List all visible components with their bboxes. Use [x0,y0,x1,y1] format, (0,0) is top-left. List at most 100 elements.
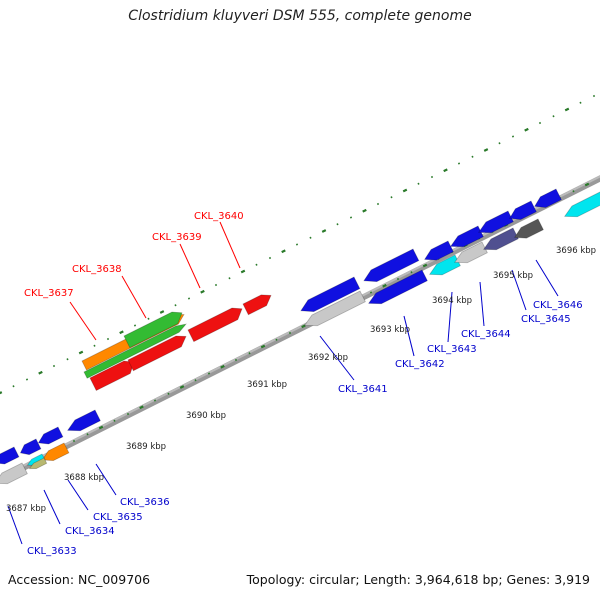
gene-arrow-reverse [303,290,366,327]
kbp-label: 3690 kbp [186,411,226,421]
kbp-label: 3692 kbp [308,353,348,363]
tick-mark-inner [153,399,157,402]
tick-mark-outer [119,330,124,335]
tick-mark-outer [52,364,56,368]
gene-arrow-reverse [0,446,20,465]
gene-label-reverse: CKL_3645 [521,314,571,325]
tick-mark-outer [93,344,96,347]
leader-line [447,291,453,343]
tick-mark-outer [309,236,312,239]
gene-arrow-reverse [0,462,28,485]
tick-mark-inner [584,182,590,187]
kbp-label: 3693 kbp [370,325,410,335]
tick-mark-inner [139,405,144,410]
gene-arrow-reverse [363,248,420,283]
leader-line [511,269,527,311]
gene-label-forward: CKL_3639 [152,232,202,243]
tick-mark-outer [147,317,150,320]
label-leader-lines [7,221,559,545]
gene-label-reverse: CKL_3635 [93,512,143,523]
tick-mark-outer [402,188,408,193]
map-title: Clostridium kluyveri DSM 555, complete g… [128,8,472,24]
tick-mark-outer [174,304,177,307]
tick-mark-outer [66,358,69,361]
gene-arrow-forward [83,323,188,379]
tick-mark-outer [552,115,555,118]
tick-mark-outer [349,216,353,219]
tick-mark-outer [498,142,501,145]
gene-arrow-reverse [28,457,48,470]
tick-mark-inner [86,433,89,436]
tick-mark-inner [382,283,387,288]
gene-arrow-forward [123,311,183,349]
gene-arrow-reverse [367,269,428,305]
kbp-labels: 3687 kbp 3688 kbp 3689 kbp 3690 kbp 3691 kbp… [6,246,596,514]
gene-label-reverse: CKL_3634 [65,526,115,537]
tick-mark-inner [410,271,413,274]
tick-mark-outer [240,269,246,274]
gene-arrow-reverse [41,442,70,462]
gene-arrow-reverse [423,240,454,261]
tick-mark-inner [194,379,197,382]
tick-mark-outer [25,378,29,381]
gene-arrow-reverse [563,191,600,218]
tick-mark-outer [255,263,258,266]
tick-mark-outer [457,162,461,165]
tick-mark-outer [12,385,15,388]
leader-line [67,479,89,511]
tick-mark-inner [248,352,251,355]
gene-arrow-reverse [477,210,514,234]
tick-mark-outer [0,391,3,395]
gene-arrow-reverse [449,225,484,248]
tick-mark-inner [422,263,428,268]
tick-mark-outer [78,350,84,355]
gene-label-reverse: CKL_3644 [461,329,511,340]
gene-label-forward: CKL_3637 [24,288,74,299]
gene-arrow-reverse [300,276,361,313]
tick-mark-outer [214,283,218,287]
gene-label-forward: CKL_3640 [194,211,244,222]
tick-mark-outer [483,148,489,152]
leader-line [7,505,23,545]
tick-mark-outer [321,229,327,233]
tick-mark-outer [511,135,515,138]
tick-mark-outer [471,155,474,158]
gene-label-reverse: CKL_3641 [338,384,388,395]
tick-mark-outer [430,175,434,179]
tick-mark-outer [133,324,137,327]
tick-mark-inner [126,412,130,416]
tick-mark-inner [234,358,238,362]
tick-mark-inner [288,331,292,335]
gene-arrow-reverse [19,438,42,456]
tick-mark-outer [538,121,542,125]
tick-mark-outer [187,297,191,300]
tick-mark-outer [336,223,339,226]
tick-mark-inner [207,372,211,375]
tick-mark-outer [564,107,570,112]
tick-mark-outer [38,370,43,375]
gene-arrow-reverse [482,227,519,251]
tick-mark-inner [572,190,575,193]
tick-mark-inner [179,385,185,389]
tick-mark-inner [98,425,104,430]
gene-label-reverse: CKL_3642 [395,359,445,370]
tick-mark-outer [200,289,205,294]
tick-mark-outer [295,243,299,246]
tick-mark-inner [113,419,116,422]
gene-arrow-reverse [428,254,461,276]
leader-line [479,281,485,327]
gene-label-reverse: CKL_3643 [427,344,477,355]
gene-arrow-reverse [509,200,537,220]
tick-mark-inner [167,392,170,395]
leader-line [403,315,415,357]
tick-mark-outer [443,168,448,173]
genome-summary-text: Topology: circular; Length: 3,964,618 bp… [246,572,590,587]
tick-mark-inner [301,324,306,329]
leader-line [219,221,241,269]
leader-line [69,301,97,341]
leader-line [95,463,117,496]
gene-arrow-forward [242,294,272,316]
tick-mark-outer [106,337,110,341]
tick-mark-outer [579,101,582,104]
